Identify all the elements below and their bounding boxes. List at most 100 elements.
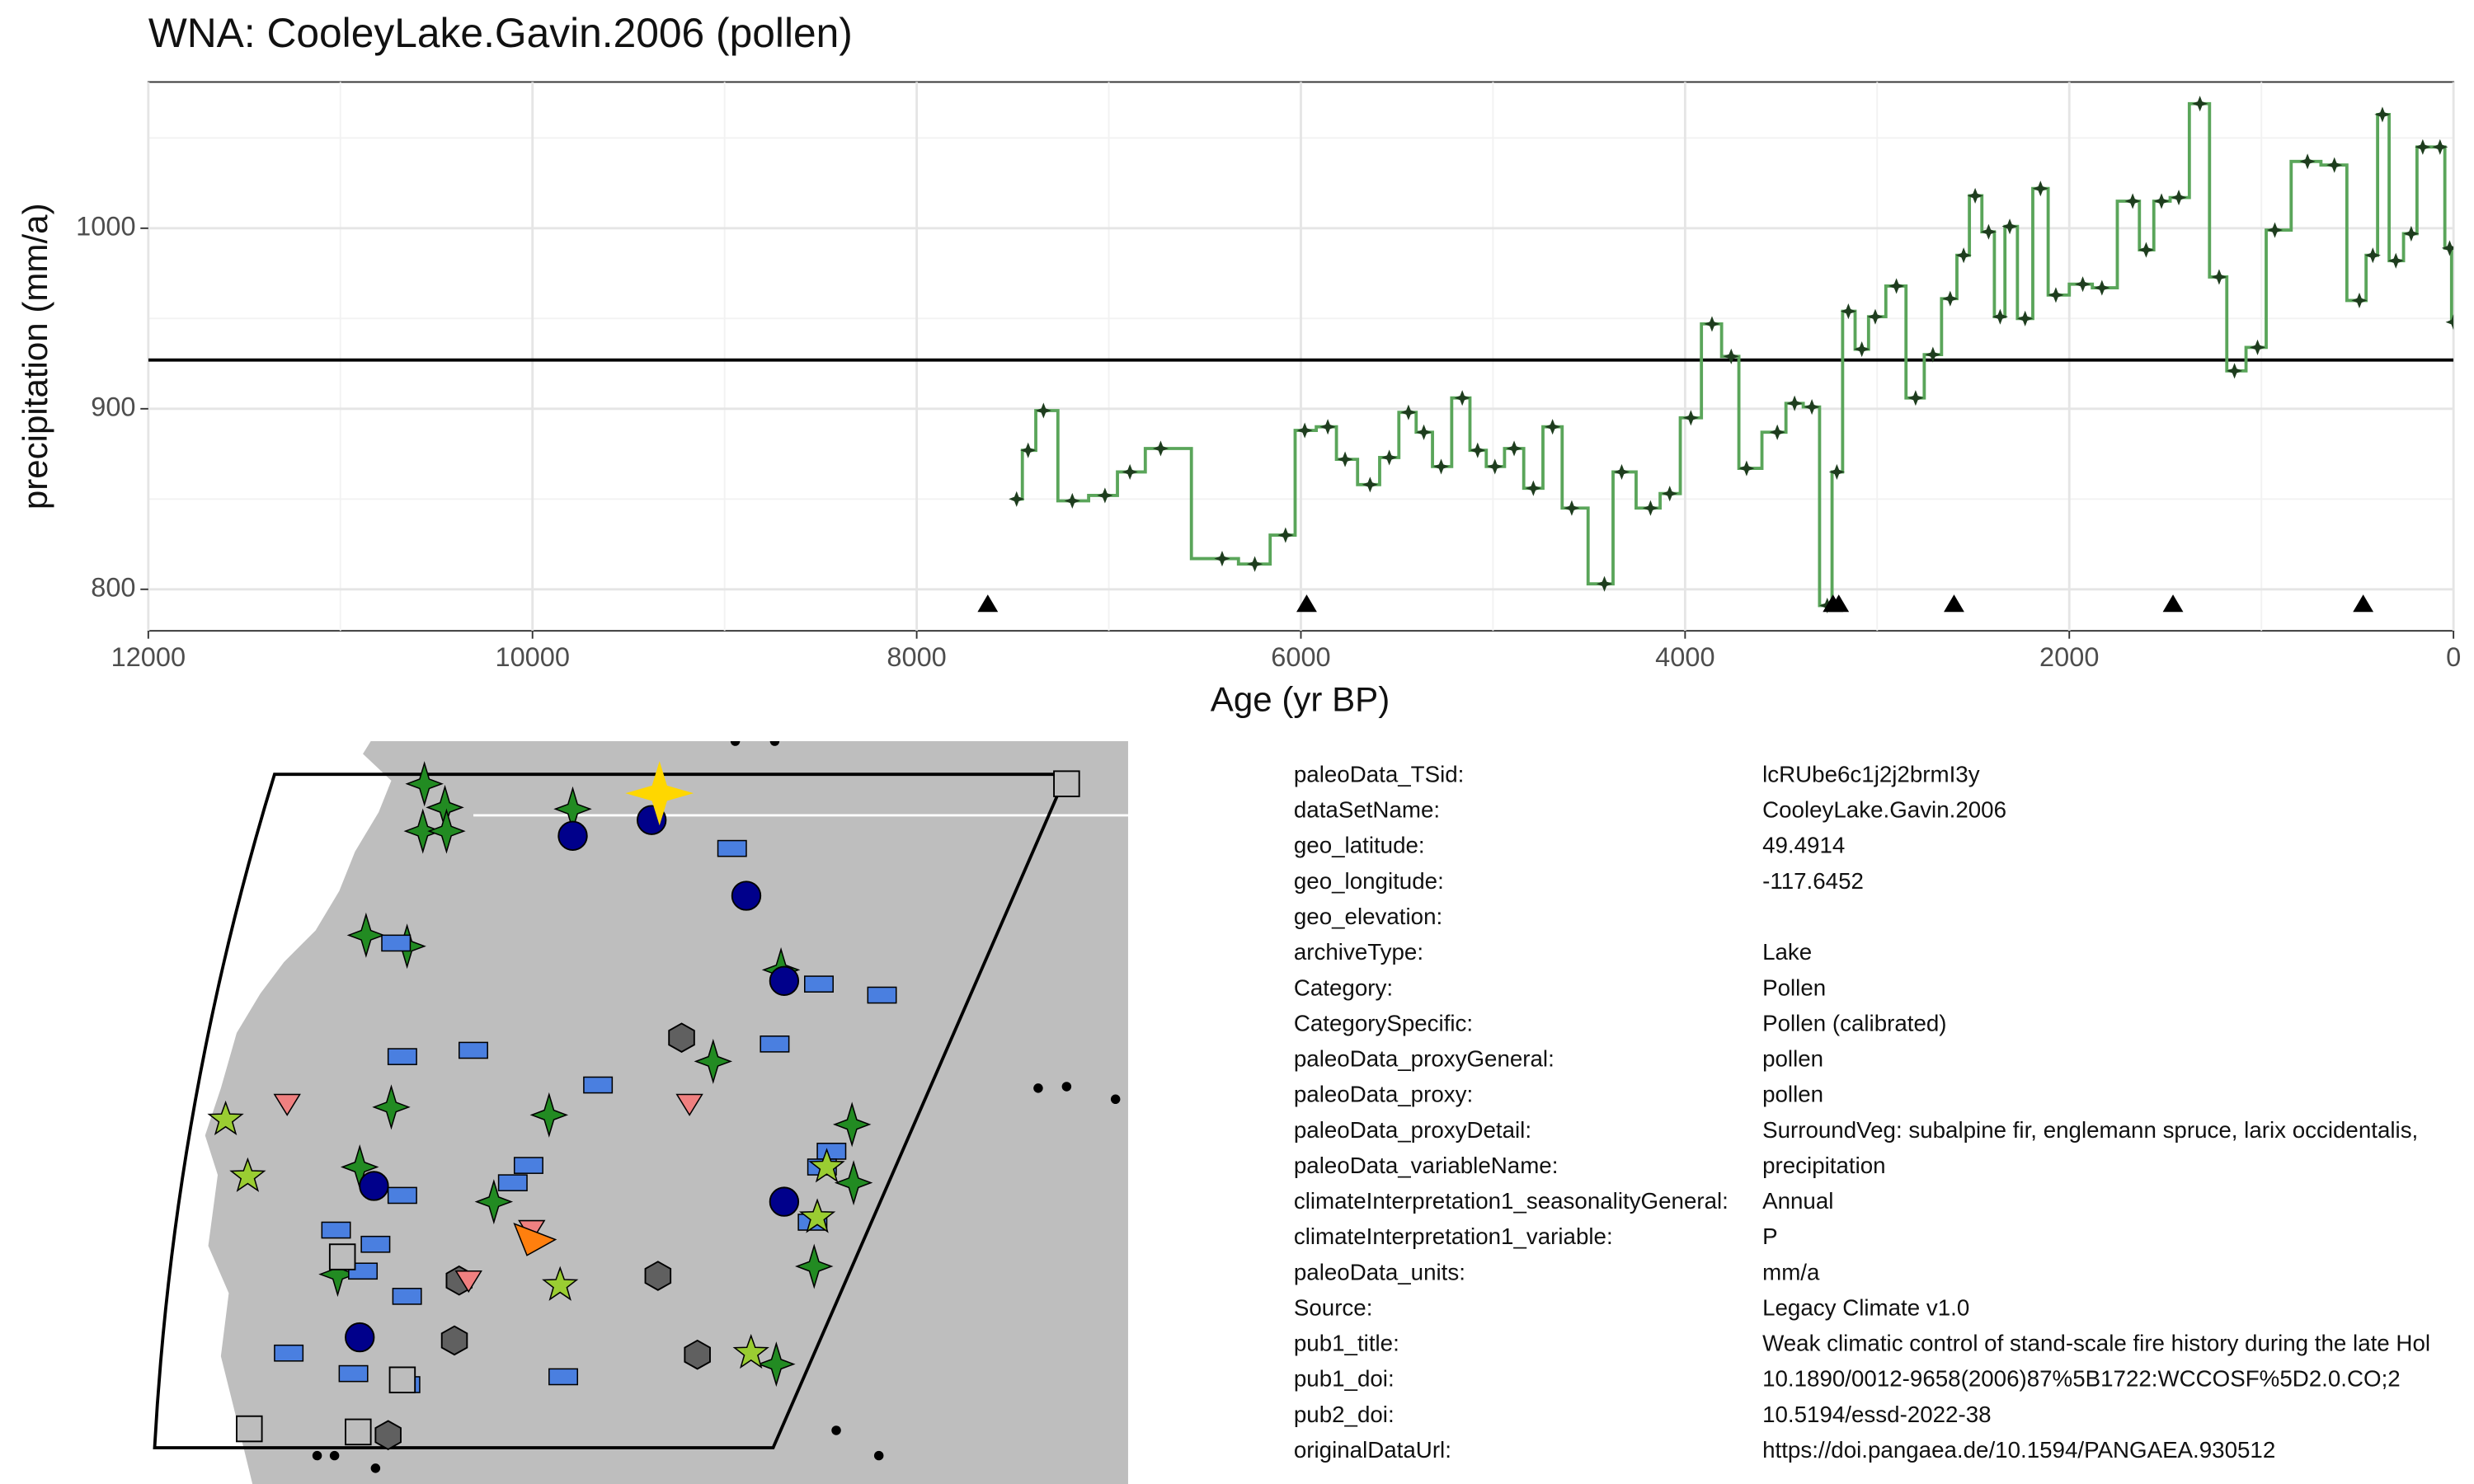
field-key: climateInterpretation1_seasonalityGenera…: [1294, 1188, 1729, 1214]
data-point: [1381, 449, 1398, 466]
data-point: [1682, 410, 1699, 426]
site-marker: [808, 1148, 845, 1183]
site-marker: [1033, 1083, 1043, 1093]
field-key: paleoData_proxy:: [1294, 1082, 1473, 1107]
x-tick-label: 12000: [111, 642, 186, 672]
data-point: [1296, 422, 1313, 439]
field-value: SurroundVeg: subalpine fir, englemann sp…: [1762, 1117, 2418, 1143]
site-marker: [427, 808, 466, 854]
site-marker: [273, 1093, 301, 1116]
field-value: https://doi.pangaea.de/10.1594/PANGAEA.9…: [1762, 1437, 2275, 1463]
site-marker: [804, 975, 834, 993]
data-point: [2299, 153, 2316, 170]
data-point: [2138, 242, 2154, 258]
site-marker: [274, 1344, 304, 1362]
site-marker: [345, 1322, 375, 1353]
field-value: precipitation: [1762, 1153, 1885, 1178]
site-marker: [321, 1221, 351, 1239]
site-marker: [757, 1341, 796, 1388]
site-marker: [392, 1288, 422, 1305]
site-marker: [513, 1157, 543, 1174]
site-marker: [381, 934, 412, 952]
data-point: [1247, 556, 1263, 572]
data-point: [2227, 363, 2243, 379]
data-point: [1942, 290, 1959, 307]
site-marker: [388, 1366, 416, 1394]
data-point: [1828, 463, 1845, 481]
site-marker: [769, 741, 780, 746]
field-value: Lake: [1762, 939, 1812, 965]
data-point: [2153, 193, 2170, 209]
y-tick-label: 900: [91, 392, 135, 421]
site-marker: [1053, 770, 1080, 797]
field-value: 10.5194/essd-2022-38: [1762, 1402, 1991, 1427]
y-tick-label: 1000: [76, 211, 135, 241]
data-point: [2192, 96, 2208, 112]
field-value: P: [1762, 1223, 1778, 1249]
site-marker: [236, 1415, 263, 1443]
field-value: Pollen: [1762, 974, 1826, 1000]
data-point: [1564, 500, 1580, 516]
field-key: archiveType:: [1294, 939, 1423, 965]
field-value: Annual: [1762, 1188, 1833, 1214]
site-marker: [730, 741, 741, 746]
field-key: geo_longitude:: [1294, 868, 1444, 894]
site-marker: [684, 1339, 711, 1370]
data-point: [2374, 106, 2391, 123]
site-marker: [454, 1270, 482, 1294]
site-marker: [405, 761, 444, 807]
data-point: [2432, 139, 2448, 155]
site-marker: [207, 1100, 244, 1135]
site-marker: [359, 1171, 389, 1201]
field-value: lcRUbe6c1j2j2brmI3y: [1762, 761, 1980, 787]
site-marker: [229, 1157, 266, 1192]
site-marker: [403, 808, 442, 854]
field-key: Source:: [1294, 1294, 1373, 1320]
data-point: [2048, 287, 2064, 303]
selected-site: [625, 761, 694, 826]
field-value: Weak climatic control of stand-scale fir…: [1762, 1331, 2430, 1356]
x-tick-label: 2000: [2039, 642, 2099, 672]
field-value: mm/a: [1762, 1259, 1820, 1284]
data-point: [2441, 240, 2454, 256]
site-marker: [557, 820, 588, 851]
data-point: [1704, 316, 1720, 332]
site-marker: [346, 912, 386, 958]
x-tick-label: 8000: [887, 642, 946, 672]
field-key: Category:: [1294, 974, 1393, 1000]
data-point: [1980, 223, 1997, 240]
data-point: [1122, 463, 1138, 481]
data-point: [2074, 276, 2091, 293]
site-marker: [717, 839, 747, 857]
data-point: [1854, 340, 1870, 358]
field-key: paleoData_proxyGeneral:: [1294, 1046, 1554, 1072]
data-point: [1214, 550, 1230, 567]
site-marker: [873, 1450, 884, 1461]
data-point: [2124, 193, 2141, 209]
data-point: [1319, 419, 1336, 435]
data-point: [2415, 139, 2431, 155]
data-point: [1804, 399, 1820, 416]
field-key: pub1_title:: [1294, 1331, 1399, 1356]
data-point: [1337, 451, 1353, 467]
site-marker: [542, 1266, 579, 1301]
site-marker: [318, 1252, 357, 1298]
site-marker: [668, 1022, 695, 1053]
field-key: paleoData_variableName:: [1294, 1153, 1559, 1178]
data-point: [1769, 424, 1785, 440]
site-marker: [370, 1463, 381, 1473]
field-value: CooleyLake.Gavin.2006: [1762, 797, 2006, 823]
data-point: [1035, 402, 1051, 419]
site-marker: [694, 1038, 733, 1084]
data-point: [1662, 486, 1678, 502]
site-marker: [1061, 1082, 1072, 1092]
data-point: [1020, 442, 1037, 458]
site-marker: [760, 1035, 790, 1053]
data-point: [1955, 247, 1972, 264]
chart-title: WNA: CooleyLake.Gavin.2006 (pollen): [148, 10, 853, 56]
data-point: [2364, 247, 2381, 264]
data-point: [1786, 395, 1803, 411]
site-marker: [529, 1092, 569, 1138]
data-point: [2001, 218, 2018, 235]
